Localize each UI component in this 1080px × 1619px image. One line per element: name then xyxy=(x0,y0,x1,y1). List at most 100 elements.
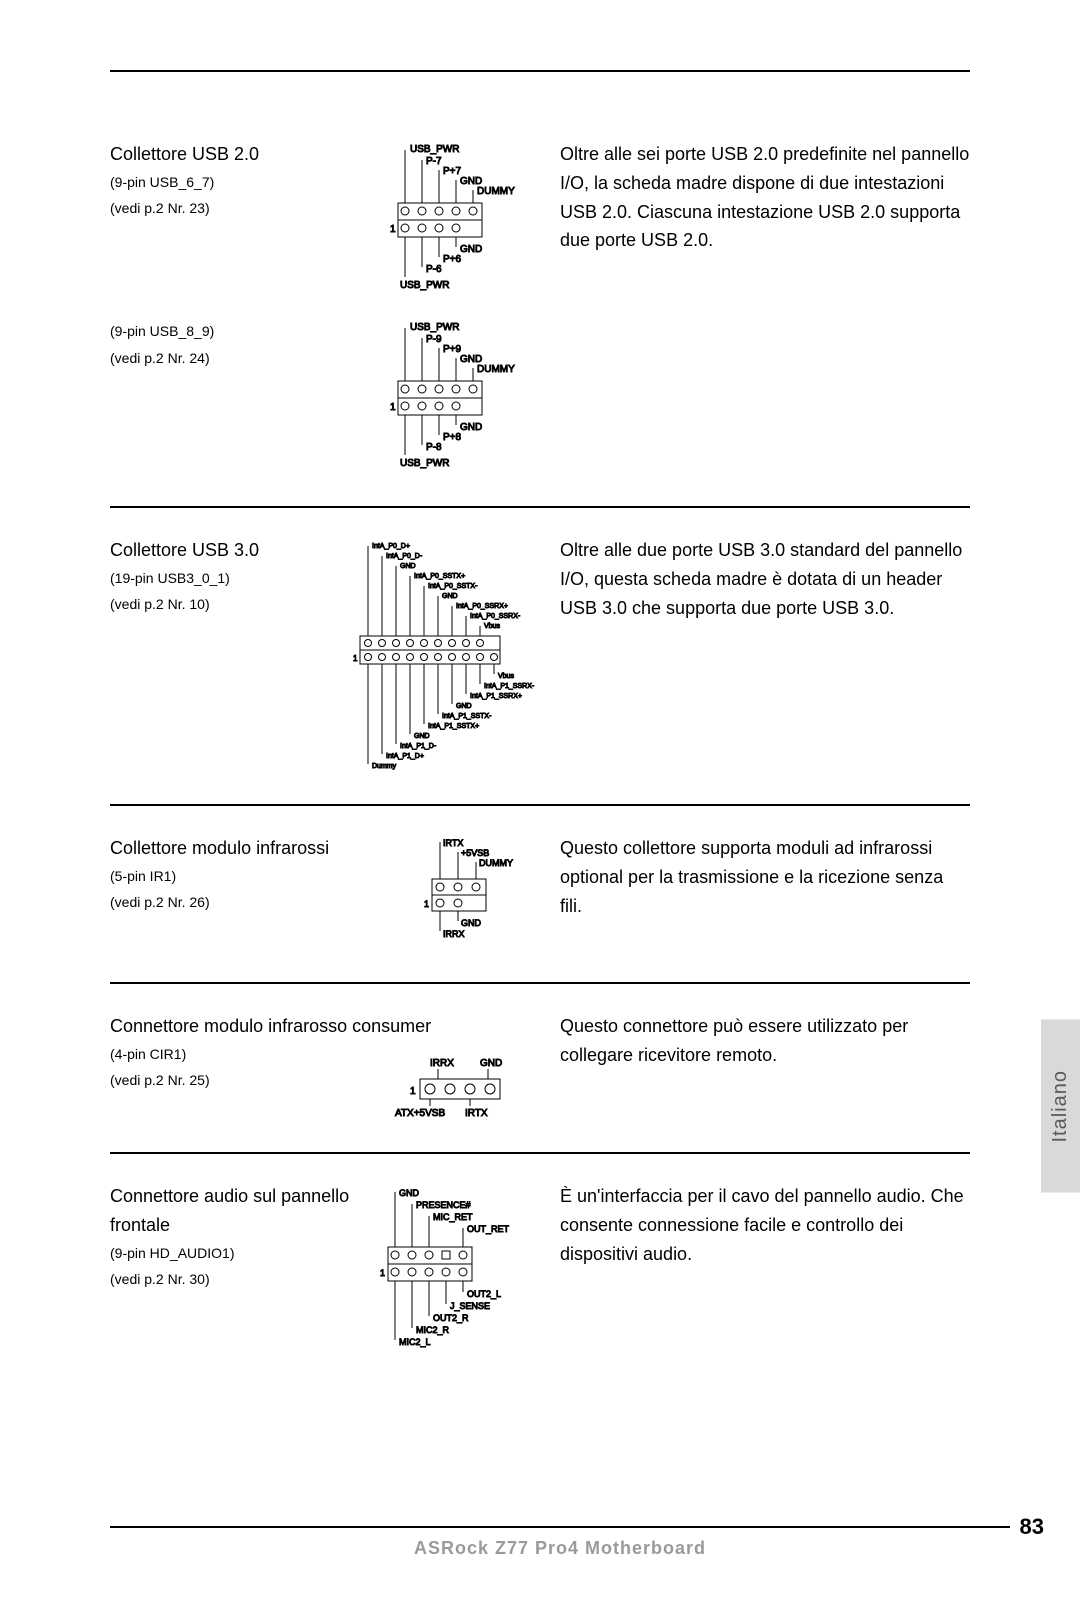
svg-text:Vbus: Vbus xyxy=(498,673,514,680)
svg-text:IRRX: IRRX xyxy=(430,1058,454,1069)
svg-text:GND: GND xyxy=(480,1058,502,1069)
svg-text:1: 1 xyxy=(380,1268,385,1278)
svg-text:P-6: P-6 xyxy=(426,264,442,275)
svg-text:IntA_P0_D-: IntA_P0_D- xyxy=(386,553,423,560)
svg-text:IntA_P0_SSRX-: IntA_P0_SSRX- xyxy=(470,613,521,620)
svg-text:GND: GND xyxy=(414,733,430,740)
svg-text:DUMMY: DUMMY xyxy=(479,858,513,868)
section-sub1: (5-pin IR1) xyxy=(110,863,400,890)
svg-text:+5VSB: +5VSB xyxy=(461,848,489,858)
section-desc: Questo connettore può essere utilizzato … xyxy=(560,1012,970,1070)
svg-text:J_SENSE: J_SENSE xyxy=(450,1301,490,1311)
svg-text:GND: GND xyxy=(460,244,482,255)
svg-text:USB_PWR: USB_PWR xyxy=(400,280,449,291)
svg-text:GND: GND xyxy=(399,1188,420,1198)
section-sub1: (9-pin USB_8_9) xyxy=(110,318,350,345)
svg-text:1: 1 xyxy=(390,402,396,413)
section-title: Connettore audio sul pannello frontale xyxy=(110,1182,350,1240)
section-ir: Collettore modulo infrarossi (5-pin IR1)… xyxy=(110,816,970,972)
page-number: 83 xyxy=(1014,1514,1050,1540)
svg-text:IRRX: IRRX xyxy=(443,929,465,939)
pinout-diagram: IRTX +5VSB DUMMY 1 GND IRRX xyxy=(410,834,530,954)
section-title: Collettore USB 2.0 xyxy=(110,140,350,169)
svg-text:IntA_P0_D+: IntA_P0_D+ xyxy=(372,543,410,550)
svg-text:1: 1 xyxy=(390,224,396,235)
svg-text:P-9: P-9 xyxy=(426,334,442,345)
svg-text:IntA_P1_SSRX-: IntA_P1_SSRX- xyxy=(484,683,535,690)
pinout-diagram: GND PRESENCE# MIC_RET OUT_RET 1 OUT2_L J… xyxy=(360,1182,530,1362)
svg-text:GND: GND xyxy=(460,422,482,433)
page-footer: 83 ASRock Z77 Pro4 Motherboard xyxy=(110,1526,1010,1559)
svg-text:USB_PWR: USB_PWR xyxy=(410,144,459,155)
section-title: Collettore USB 3.0 xyxy=(110,536,350,565)
svg-text:IntA_P1_SSTX-: IntA_P1_SSTX- xyxy=(442,713,492,720)
svg-text:PRESENCE#: PRESENCE# xyxy=(416,1200,471,1210)
svg-text:1: 1 xyxy=(410,1086,416,1097)
section-sub1: (9-pin USB_6_7) xyxy=(110,169,350,196)
divider xyxy=(110,804,970,806)
section-title: Collettore modulo infrarossi xyxy=(110,834,400,863)
pinout-diagram: IRRX GND 1 ATX+5VSB IRTX xyxy=(380,1054,540,1124)
svg-text:MIC_RET: MIC_RET xyxy=(433,1212,473,1222)
section-sub2: (vedi p.2 Nr. 30) xyxy=(110,1266,350,1293)
svg-text:IntA_P0_SSRX+: IntA_P0_SSRX+ xyxy=(456,603,508,610)
svg-text:DUMMY: DUMMY xyxy=(477,186,515,197)
svg-text:ATX+5VSB: ATX+5VSB xyxy=(395,1108,445,1119)
section-desc: Oltre alle sei porte USB 2.0 predefinite… xyxy=(560,140,970,255)
divider xyxy=(110,1152,970,1154)
svg-text:1: 1 xyxy=(424,899,429,909)
divider xyxy=(110,506,970,508)
svg-text:GND: GND xyxy=(400,563,416,570)
section-sub2: (vedi p.2 Nr. 10) xyxy=(110,591,350,618)
svg-text:GND: GND xyxy=(456,703,472,710)
svg-text:IRTX: IRTX xyxy=(465,1108,488,1119)
language-tab: Italiano xyxy=(1041,1020,1080,1193)
svg-text:1: 1 xyxy=(353,654,358,663)
pinout-diagram: USB_PWR P-7 P+7 GND DUMMY 1 xyxy=(370,140,520,300)
svg-text:IRTX: IRTX xyxy=(443,838,463,848)
svg-text:P-8: P-8 xyxy=(426,442,442,453)
svg-text:P+6: P+6 xyxy=(443,254,462,265)
svg-text:MIC2_R: MIC2_R xyxy=(416,1325,450,1335)
section-usb2-a: Collettore USB 2.0 (9-pin USB_6_7) (vedi… xyxy=(110,122,970,318)
top-rule xyxy=(110,70,970,72)
svg-text:DUMMY: DUMMY xyxy=(477,364,515,375)
pinout-diagram: 1 IntA_P0_D+ IntA_P0_D- GND IntA_P0_SSTX… xyxy=(350,536,540,776)
manual-page: Collettore USB 2.0 (9-pin USB_6_7) (vedi… xyxy=(0,0,1080,1440)
divider xyxy=(110,982,970,984)
svg-text:Vbus: Vbus xyxy=(484,623,500,630)
svg-text:P+7: P+7 xyxy=(443,166,462,177)
svg-text:MIC2_L: MIC2_L xyxy=(399,1337,431,1347)
svg-text:P+9: P+9 xyxy=(443,344,462,355)
svg-text:USB_PWR: USB_PWR xyxy=(400,458,449,469)
svg-text:OUT2_R: OUT2_R xyxy=(433,1313,469,1323)
section-desc: Questo collettore supporta moduli ad inf… xyxy=(560,834,970,920)
svg-text:P-7: P-7 xyxy=(426,156,442,167)
section-hdaudio: Connettore audio sul pannello frontale (… xyxy=(110,1164,970,1380)
section-sub1: (19-pin USB3_0_1) xyxy=(110,565,350,592)
svg-text:IntA_P1_SSTX+: IntA_P1_SSTX+ xyxy=(428,723,479,730)
section-usb3: Collettore USB 3.0 (19-pin USB3_0_1) (ve… xyxy=(110,518,970,794)
section-usb2-b: (9-pin USB_8_9) (vedi p.2 Nr. 24) USB_PW… xyxy=(110,318,970,496)
svg-text:OUT_RET: OUT_RET xyxy=(467,1224,510,1234)
svg-text:IntA_P0_SSTX+: IntA_P0_SSTX+ xyxy=(414,573,465,580)
section-sub2: (vedi p.2 Nr. 23) xyxy=(110,195,350,222)
section-cir: Connettore modulo infrarosso consumer (4… xyxy=(110,994,970,1142)
svg-text:OUT2_L: OUT2_L xyxy=(467,1289,501,1299)
section-sub2: (vedi p.2 Nr. 26) xyxy=(110,889,400,916)
section-desc: Oltre alle due porte USB 3.0 standard de… xyxy=(560,536,970,622)
pinout-diagram: USB_PWR P-9 P+9 GND DUMMY 1 GND xyxy=(370,318,520,478)
section-desc: È un'interfaccia per il cavo del pannell… xyxy=(560,1182,970,1268)
section-sub1: (9-pin HD_AUDIO1) xyxy=(110,1240,350,1267)
svg-text:IntA_P0_SSTX-: IntA_P0_SSTX- xyxy=(428,583,478,590)
svg-text:GND: GND xyxy=(461,918,482,928)
svg-text:GND: GND xyxy=(442,593,458,600)
svg-text:P+8: P+8 xyxy=(443,432,462,443)
section-sub2: (vedi p.2 Nr. 24) xyxy=(110,345,350,372)
svg-text:IntA_P1_D-: IntA_P1_D- xyxy=(400,743,437,750)
section-title: Connettore modulo infrarosso consumer xyxy=(110,1012,540,1041)
svg-text:IntA_P1_SSRX+: IntA_P1_SSRX+ xyxy=(470,693,522,700)
footer-text: ASRock Z77 Pro4 Motherboard xyxy=(110,1538,1010,1559)
svg-text:IntA_P1_D+: IntA_P1_D+ xyxy=(386,753,424,760)
svg-text:Dummy: Dummy xyxy=(372,763,397,770)
